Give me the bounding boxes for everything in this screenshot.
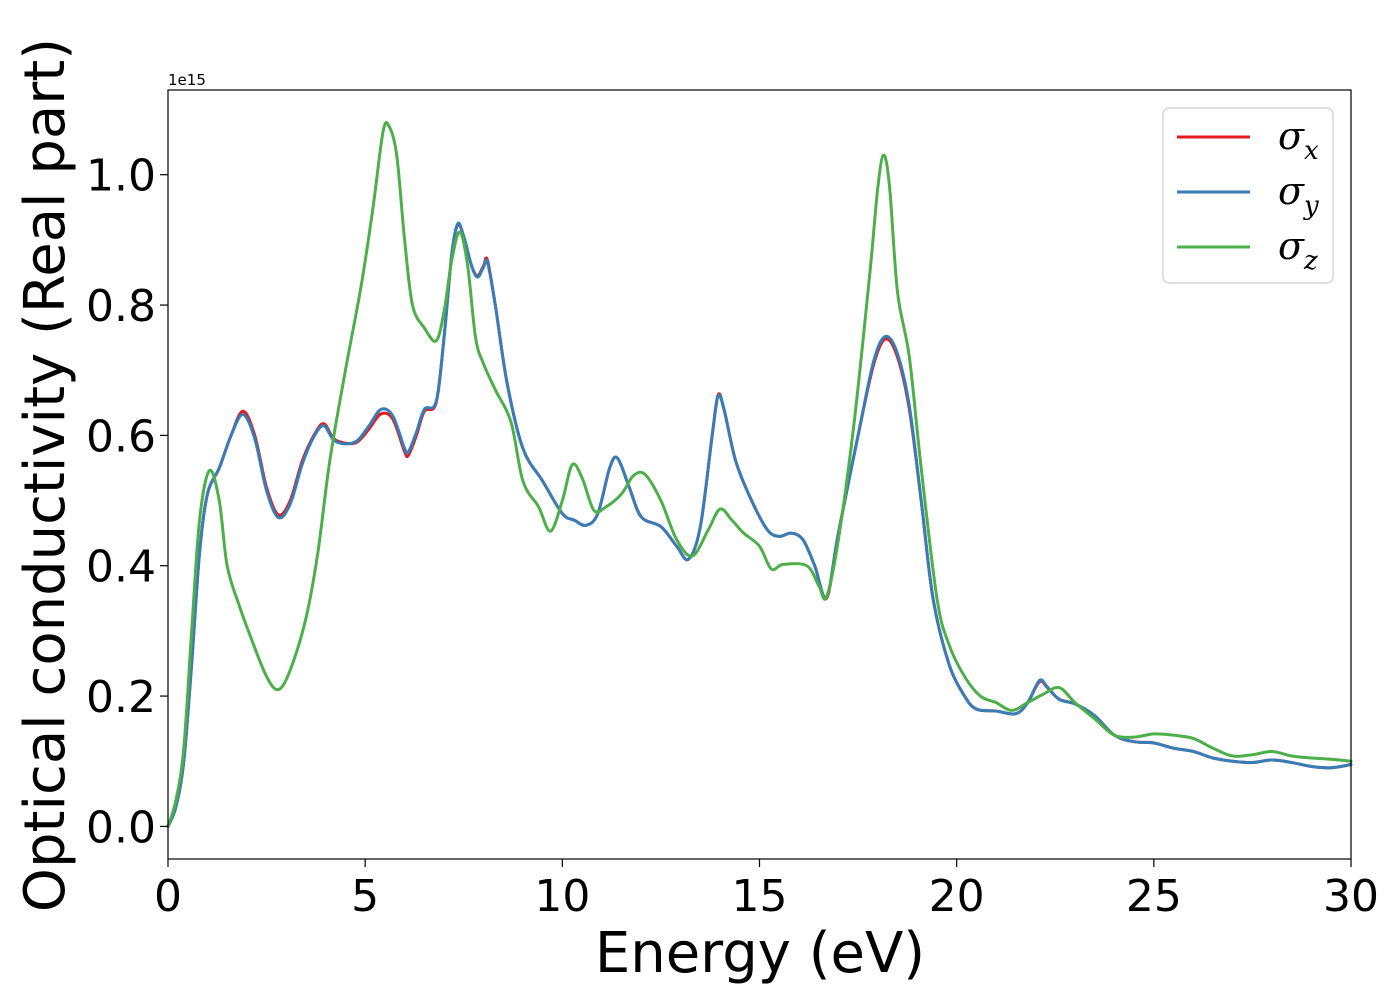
legend-label-z: σz — [1278, 224, 1318, 276]
x-tick-label: 30 — [1323, 871, 1379, 922]
x-tick-label: 5 — [351, 871, 379, 922]
y-axis: 0.0 0.2 0.4 0.6 0.8 1.0 — [86, 151, 168, 853]
x-tick-label: 0 — [154, 871, 182, 922]
y-tick-label: 1.0 — [86, 151, 156, 202]
y-offset-label: 1e15 — [168, 71, 206, 89]
legend-label-y: σy — [1278, 169, 1319, 221]
x-tick-label: 25 — [1126, 871, 1182, 922]
y-tick-label: 0.2 — [86, 672, 156, 723]
x-tick-label: 20 — [929, 871, 985, 922]
y-axis-title: Optical conductivity (Real part) — [13, 38, 78, 912]
y-tick-label: 0.8 — [86, 281, 156, 332]
x-tick-label: 15 — [732, 871, 788, 922]
x-axis-title: Energy (eV) — [595, 921, 925, 986]
y-tick-label: 0.6 — [86, 411, 156, 462]
y-tick-label: 0.4 — [86, 542, 156, 593]
y-tick-label: 0.0 — [86, 802, 156, 853]
legend-label-x: σx — [1278, 114, 1319, 166]
series-layer — [166, 121, 1353, 828]
x-axis: 0 5 10 15 20 25 30 — [154, 859, 1379, 922]
x-tick-label: 10 — [534, 871, 590, 922]
series-line-z — [166, 121, 1353, 828]
legend-box — [1162, 107, 1334, 284]
series-line-y — [166, 221, 1353, 828]
